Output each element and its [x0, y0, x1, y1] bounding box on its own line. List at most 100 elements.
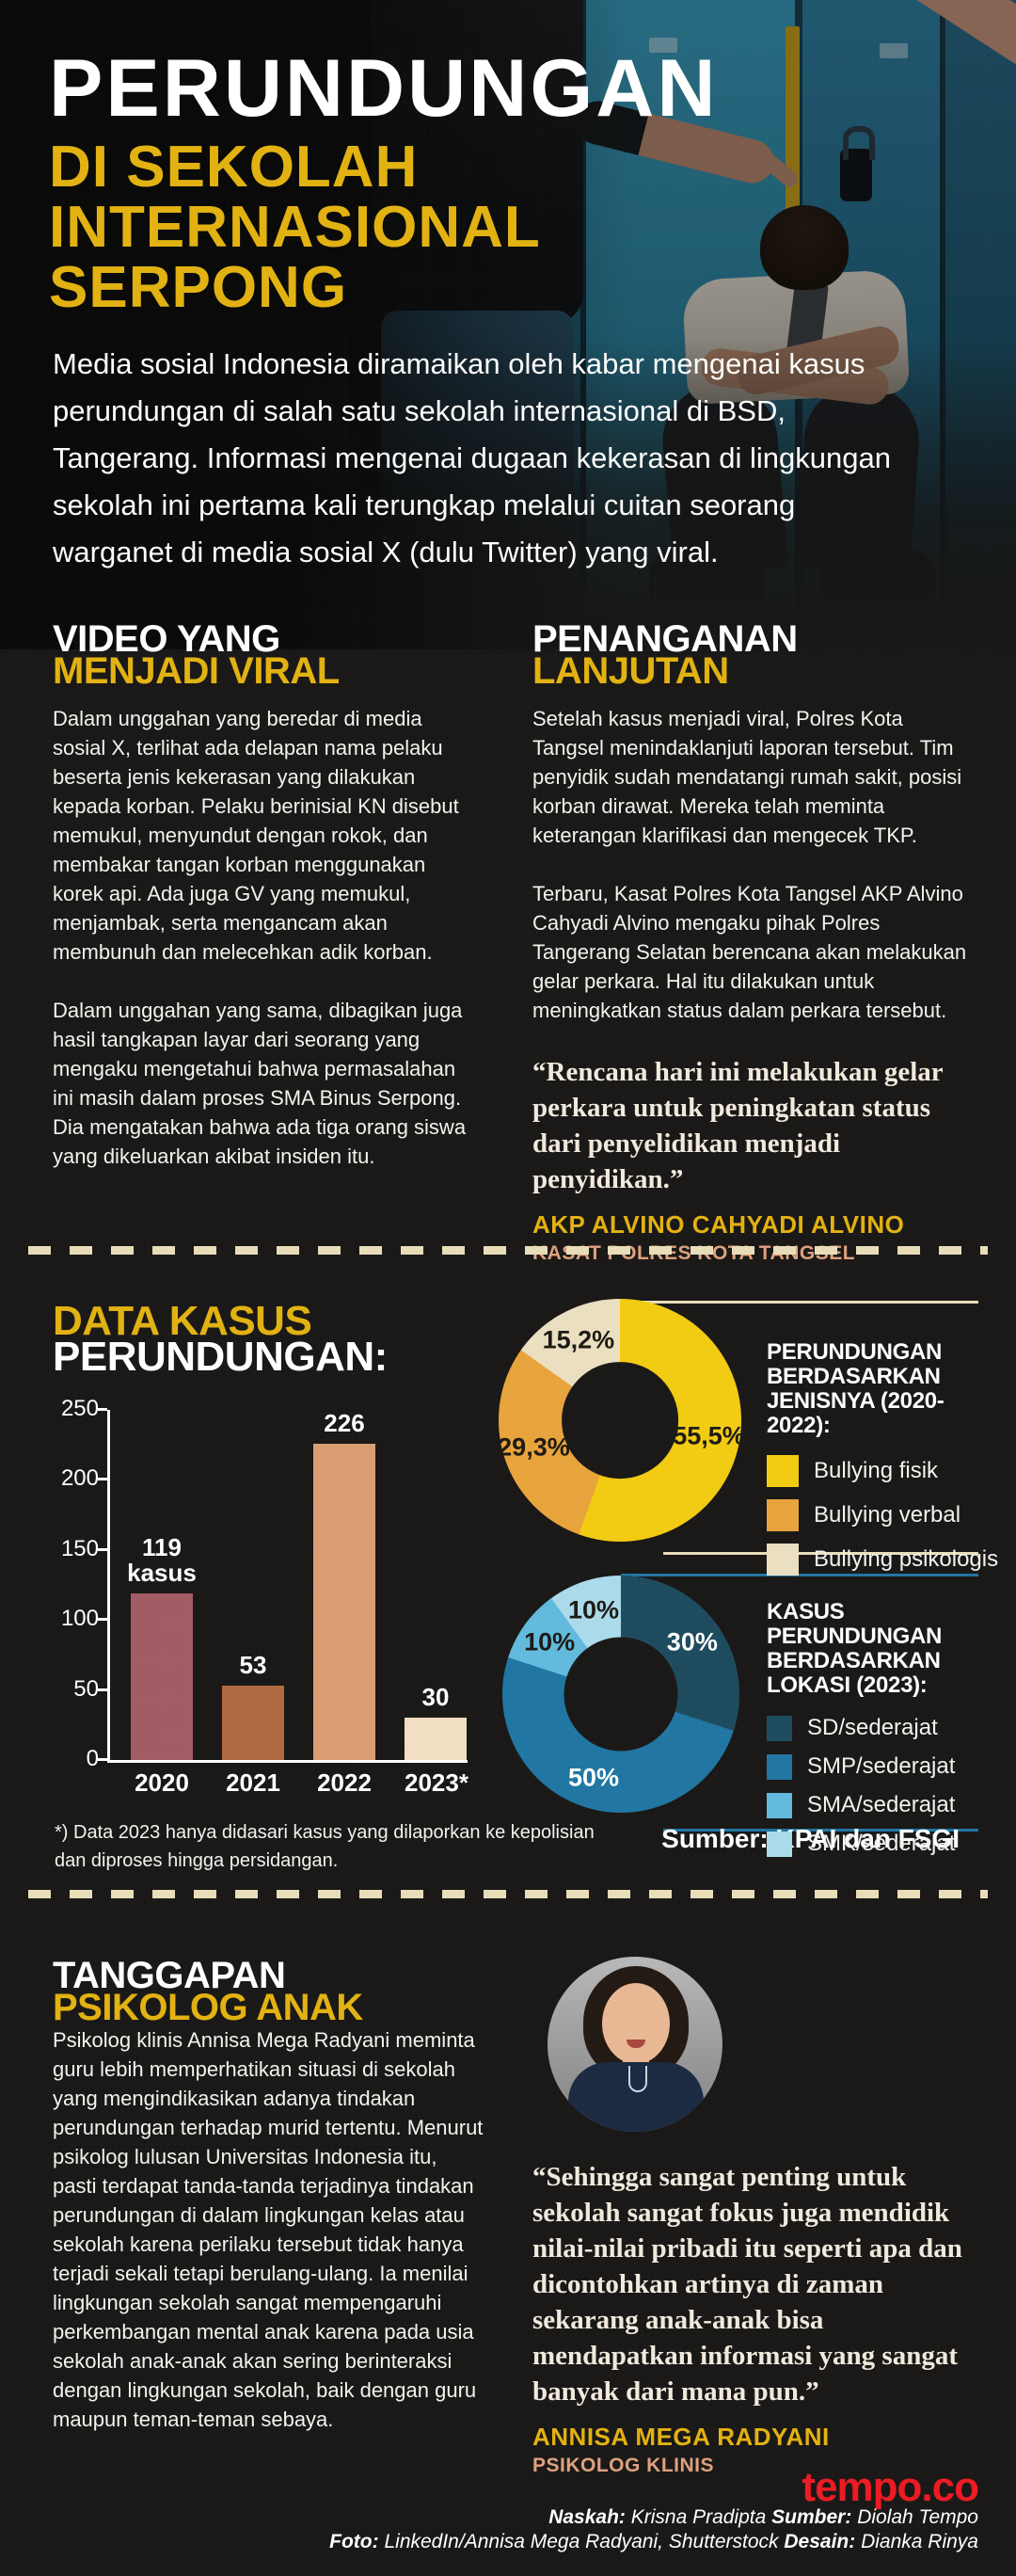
y-axis-tick-mark: [98, 1478, 107, 1481]
bar-column: 53 2021: [222, 1410, 284, 1797]
photo-dark-overlay: [0, 0, 1016, 649]
donut-slice-label: 30%: [666, 1627, 718, 1656]
legend-swatch: [767, 1831, 792, 1857]
quote-police: “Rencana hari ini melakukan gelar perkar…: [532, 1057, 944, 1194]
legend-title: KASUS PERUNDUNGAN BERDASARKAN LOKASI (20…: [767, 1599, 943, 1698]
dashed-divider: [28, 1890, 988, 1898]
y-axis-tick-mark: [98, 1688, 107, 1691]
legend-label: SMA/sederajat: [807, 1792, 956, 1817]
legend-label: SMP/sederajat: [807, 1753, 956, 1779]
donut-slice-label: 55,5%: [673, 1421, 745, 1449]
bar-chart-kasus-perundungan: 0 50 100 150 200 250 119 kasus 2020 53 2021 226 202…: [55, 1396, 487, 1805]
chart-footnote: *) Data 2023 hanya didasari kasus yang d…: [55, 1822, 595, 1871]
intro-paragraph: Media sosial Indonesia diramaikan oleh k…: [53, 347, 891, 568]
legend-swatch: [767, 1792, 792, 1818]
y-axis-tick-mark: [98, 1547, 107, 1551]
bar-2021: 53: [222, 1653, 284, 1760]
section-penanganan: PENANGANAN LANJUTAN Setelah kasus menjad…: [532, 618, 967, 1265]
section-heading: PENANGANAN LANJUTAN: [532, 618, 798, 692]
donut-slice-label: 50%: [568, 1763, 620, 1792]
credits-line-2: Foto: LinkedIn/Annisa Mega Radyani, Shut…: [329, 2531, 978, 2552]
donut-slice-label: 15,2%: [542, 1325, 615, 1354]
legend-swatch: [767, 1455, 799, 1487]
donut-lokasi-legend: KASUS PERUNDUNGAN BERDASARKAN LOKASI (20…: [767, 1600, 1007, 1869]
legend-item: Bullying verbal: [767, 1499, 1007, 1531]
donut-chart-jenis-group: 55,5% 29,3% 15,2% PERUNDUNGAN BERDASARKAN …: [489, 1291, 1016, 1576]
legend-swatch: [767, 1499, 799, 1531]
bar-column: 226 2022: [313, 1410, 375, 1797]
x-axis-category-label: 2022: [317, 1768, 372, 1797]
legend-item: SMP/sederajat: [767, 1753, 1007, 1780]
bar-column: 30 2023*: [405, 1410, 468, 1797]
y-axis-tick-mark: [98, 1408, 107, 1411]
tempo-logo: tempo.co: [802, 2464, 979, 2510]
decor-line: [621, 1574, 978, 1576]
bar-column: 119 kasus 2020: [127, 1410, 197, 1797]
legend-label: Bullying verbal: [814, 1502, 961, 1528]
data-source: Sumber: KPAI dan FSGI: [661, 1824, 960, 1853]
legend-label: Bullying fisik: [814, 1458, 939, 1483]
legend-title: PERUNDUNGAN BERDASARKAN JENISNYA (2020-2…: [767, 1339, 945, 1438]
paragraph: Dalam unggahan yang beredar di media sos…: [53, 707, 459, 964]
psychologist-photo: [548, 1957, 722, 2132]
section-video-viral: VIDEO YANG MENJADI VIRAL Dalam unggahan …: [53, 618, 478, 1200]
donut-slice-label: 10%: [524, 1627, 576, 1656]
bar-2022: 226: [313, 1410, 375, 1760]
quote-attribution-role: PSIKOLOG KLINIS: [532, 2455, 715, 2476]
bar-value-label: 226: [324, 1408, 365, 1437]
y-axis-tick-label: 250: [60, 1396, 99, 1421]
credits: Naskah: Krisna Pradipta Sumber: Diolah T…: [282, 2505, 978, 2554]
donut-slice-label: 10%: [568, 1595, 620, 1624]
bar-value-label: 119 kasus: [127, 1532, 197, 1587]
x-axis-category-label: 2020: [135, 1768, 189, 1797]
decor-line: [663, 1552, 978, 1555]
y-axis-tick-label: 200: [60, 1465, 99, 1492]
data-section-heading: DATA KASUS PERUNDUNGAN:: [53, 1298, 388, 1380]
hero-photo: [0, 0, 1016, 649]
y-axis-tick-label: 50: [73, 1675, 99, 1702]
paragraph: Dalam unggahan yang sama, dibagikan juga…: [53, 999, 467, 1168]
decor-line: [621, 1301, 978, 1304]
quote-psychologist: “Sehingga sangat penting untuk sekolah s…: [532, 2162, 962, 2407]
legend-item: SMK/sederajat: [767, 1831, 1007, 1857]
title-line-1: PERUNDUNGAN: [49, 43, 719, 134]
quote-psychologist-block: “Sehingga sangat penting untuk sekolah s…: [532, 2153, 976, 2477]
legend-swatch: [767, 1753, 792, 1780]
bar-2020: 119 kasus: [127, 1534, 197, 1760]
y-axis-tick-mark: [98, 1618, 107, 1622]
legend-swatch: [767, 1715, 792, 1741]
dashed-divider: [28, 1246, 988, 1255]
paragraph: Setelah kasus menjadi viral, Polres Kota…: [532, 707, 962, 847]
decor-line: [663, 1829, 978, 1832]
donut-jenis-legend: PERUNDUNGAN BERDASARKAN JENISNYA (2020-2…: [767, 1340, 1007, 1588]
x-axis-category-label: 2021: [226, 1768, 280, 1797]
bar-2023*: 30: [405, 1685, 467, 1760]
tanggapan-paragraph: Psikolog klinis Annisa Mega Radyani memi…: [53, 2028, 484, 2431]
quote-attribution-name: AKP ALVINO CAHYADI ALVINO: [532, 1210, 905, 1239]
legend-item: SD/sederajat: [767, 1715, 1007, 1741]
bar-value-label: 30: [421, 1683, 450, 1712]
donut-slice-label: 29,3%: [498, 1432, 570, 1462]
legend-swatch: [767, 1544, 799, 1576]
legend-label: SD/sederajat: [807, 1715, 938, 1740]
y-axis-tick-label: 0: [86, 1746, 99, 1771]
section-tanggapan-heading: TANGGAPAN PSIKOLOG ANAK: [53, 1955, 363, 2028]
paragraph: Terbaru, Kasat Polres Kota Tangsel AKP A…: [532, 882, 967, 1022]
y-axis-tick-label: 150: [60, 1535, 99, 1561]
title-line-2: DI SEKOLAH INTERNASIONAL SERPONG: [49, 135, 541, 320]
y-axis-tick-label: 100: [60, 1606, 99, 1632]
legend-item: Bullying psikologis: [767, 1544, 1007, 1576]
page-title: PERUNDUNGAN DI SEKOLAH INTERNASIONAL SER…: [49, 43, 719, 320]
legend-label: SMK/sederajat: [807, 1831, 956, 1856]
donut-chart-jenis: 55,5% 29,3% 15,2%: [498, 1299, 745, 1542]
donut-chart-lokasi: 30% 50% 10% 10%: [502, 1576, 739, 1813]
section-heading: VIDEO YANG MENJADI VIRAL: [53, 618, 340, 692]
bar-value-label: 53: [239, 1651, 267, 1680]
quote-attribution-name: ANNISA MEGA RADYANI: [532, 2423, 830, 2451]
credits-line-1: Naskah: Krisna Pradipta Sumber: Diolah T…: [548, 2506, 978, 2528]
legend-item: Bullying fisik: [767, 1455, 1007, 1487]
bar-chart-plot: 0 50 100 150 200 250 119 kasus 2020 53 2021 226 202…: [61, 1396, 468, 1797]
legend-label: Bullying psikologis: [814, 1546, 999, 1572]
x-axis-category-label: 2023*: [405, 1768, 468, 1797]
